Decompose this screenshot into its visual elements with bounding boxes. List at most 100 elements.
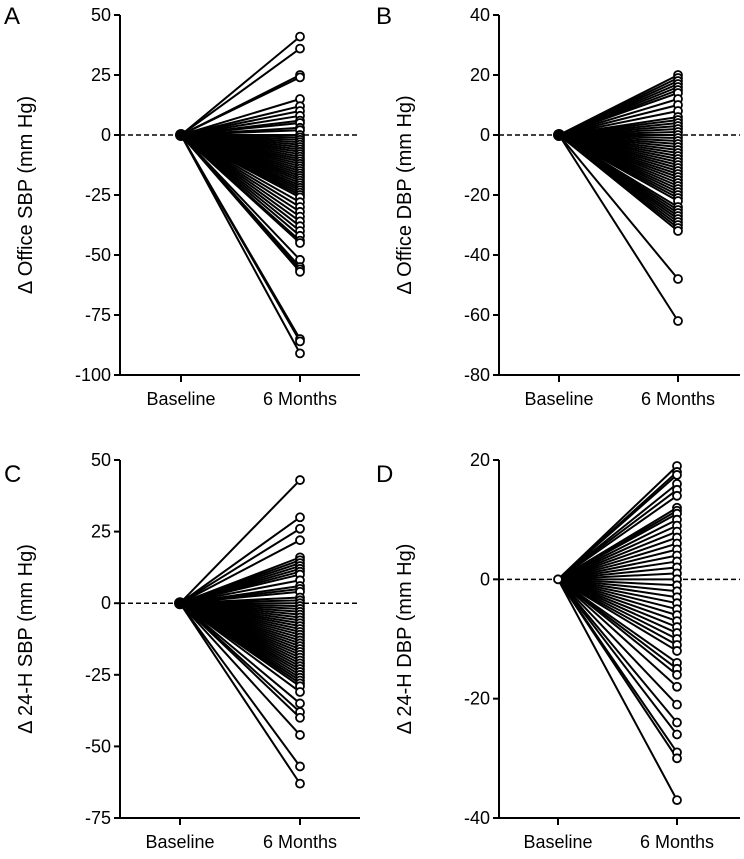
subject-line (557, 578, 678, 688)
subject-line (179, 516, 301, 605)
data-point-6-months (295, 687, 305, 697)
y-tick-label: 50 (91, 450, 111, 470)
data-point-6-months (295, 523, 305, 534)
subject-line (180, 47, 301, 136)
y-tick-label: -75 (85, 305, 111, 325)
data-point-6-months (295, 348, 305, 359)
subject-line (557, 494, 678, 581)
data-point-baseline (175, 129, 187, 141)
data-point-6-months (672, 669, 682, 680)
y-tick-label: -40 (464, 808, 490, 828)
data-point-6-months (672, 646, 682, 656)
y-tick-label: -50 (85, 245, 111, 265)
subject-line (179, 479, 301, 604)
x-tick-label: 6 Months (263, 389, 337, 409)
y-tick-label: 0 (480, 569, 490, 589)
data-point-6-months (673, 316, 683, 326)
subject-line (557, 578, 678, 759)
data-point-baseline (174, 597, 186, 610)
panel-a: A Δ Office SBP (mm Hg) 50 25 0 -25 -50 -75 -100 B… (4, 3, 360, 409)
data-point-6-months (295, 761, 305, 772)
x-tick-label: 6 Months (263, 832, 337, 852)
y-tick-label: -40 (464, 245, 490, 265)
data-point-6-months (672, 729, 682, 740)
subject-line (557, 578, 678, 652)
data-point-6-months (295, 238, 305, 248)
subject-line (179, 602, 301, 705)
y-tick-label: 20 (470, 65, 490, 85)
panel-label: C (4, 461, 21, 488)
subject-line (180, 35, 301, 136)
y-tick-label: 20 (470, 450, 490, 470)
subject-line (179, 527, 301, 605)
x-tick-label: Baseline (146, 389, 215, 409)
y-tick-label: -60 (464, 305, 490, 325)
data-point-6-months (295, 712, 305, 723)
y-tick-label: -25 (85, 185, 111, 205)
subject-line (179, 539, 301, 605)
subject-line (180, 134, 301, 273)
data-point-6-months (672, 681, 682, 692)
subject-line (557, 474, 678, 581)
y-tick-label: 25 (91, 65, 111, 85)
y-tick-label: 50 (91, 5, 111, 25)
data-point-6-months (295, 31, 305, 42)
y-axis-label: Δ 24-H SBP (mm Hg) (15, 544, 37, 734)
panel-label: A (4, 3, 20, 30)
subject-line (557, 578, 678, 801)
y-tick-label: -25 (85, 665, 111, 685)
y-tick-label: 40 (470, 5, 490, 25)
data-point-6-months (672, 490, 682, 501)
y-axis-label: Δ 24-H DBP (mm Hg) (394, 544, 416, 735)
data-point-6-months (672, 753, 682, 764)
subject-line (180, 76, 301, 136)
subject-line (179, 602, 301, 768)
subject-line (558, 134, 679, 232)
y-tick-label: -50 (85, 736, 111, 756)
data-point-6-months (295, 535, 305, 546)
panel-b: B Δ Office DBP (mm Hg) 40 20 0 -20 -40 -60 -80 Ba… (376, 3, 740, 409)
subject-line (557, 578, 678, 736)
subject-line (180, 134, 301, 354)
x-tick-label: Baseline (523, 832, 592, 852)
y-axis-label: Δ Office SBP (mm Hg) (15, 96, 37, 294)
y-axis-label: Δ Office DBP (mm Hg) (394, 95, 416, 294)
subject-line (557, 578, 678, 676)
panel-label: B (376, 3, 392, 30)
x-tick-label: 6 Months (640, 832, 714, 852)
data-point-6-months (295, 698, 305, 709)
subject-line (179, 602, 301, 693)
y-tick-label: -20 (464, 689, 490, 709)
data-point-6-months (673, 226, 683, 236)
data-point-6-months (295, 475, 305, 485)
data-point-6-months (295, 72, 305, 83)
data-point-6-months (295, 512, 305, 523)
y-tick-label: -80 (464, 365, 490, 385)
subject-line (179, 602, 301, 719)
y-tick-label: 0 (480, 125, 490, 145)
subject-line (179, 602, 301, 785)
y-tick-label: -100 (75, 365, 111, 385)
data-point-6-months (672, 717, 682, 728)
y-tick-label: 0 (101, 593, 111, 613)
panel-label: D (376, 461, 393, 488)
data-point-6-months (672, 795, 682, 805)
data-point-6-months (673, 274, 683, 284)
y-tick-label: 25 (91, 522, 111, 542)
panel-d: D Δ 24-H DBP (mm Hg) 20 0 -20 -40 Baseline 6 Mo… (376, 450, 740, 852)
subject-line (180, 134, 301, 244)
x-tick-label: 6 Months (641, 389, 715, 409)
panel-c: C Δ 24-H SBP (mm Hg) 50 25 0 -25 -50 -75 Baselin… (4, 450, 360, 852)
data-point-6-months (295, 336, 305, 347)
x-tick-label: Baseline (524, 389, 593, 409)
data-point-6-months (295, 778, 305, 789)
data-point-baseline (553, 129, 565, 141)
data-point-6-months (295, 266, 305, 277)
y-tick-label: 0 (101, 125, 111, 145)
subject-line (558, 134, 679, 322)
x-tick-label: Baseline (145, 832, 214, 852)
data-point-6-months (295, 43, 305, 54)
subject-line (179, 602, 301, 736)
data-point-6-months (295, 730, 305, 740)
